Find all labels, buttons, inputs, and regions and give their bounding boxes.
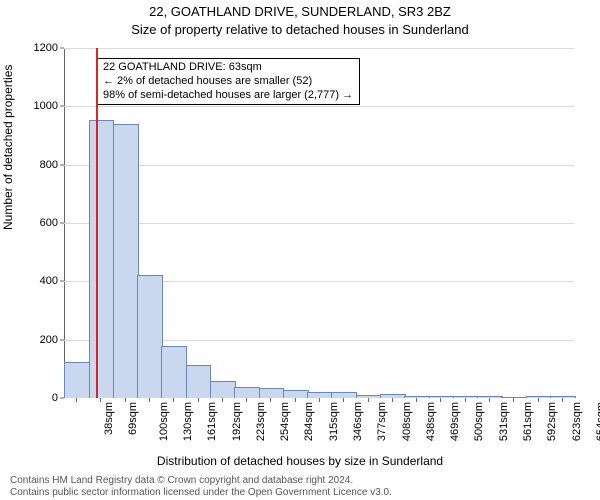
xtick-label: 69sqm xyxy=(127,402,139,435)
xtick-mark xyxy=(100,398,101,402)
ytick-label: 600 xyxy=(40,217,58,229)
xtick-label: 408sqm xyxy=(401,402,413,441)
ytick-label: 1200 xyxy=(34,42,58,54)
annotation-line-3: 98% of semi-detached houses are larger (… xyxy=(103,89,353,103)
xtick-label: 469sqm xyxy=(449,402,461,441)
ytick-label: 200 xyxy=(40,334,58,346)
histogram-bar xyxy=(186,365,212,398)
histogram-bar xyxy=(283,390,309,398)
histogram-bar xyxy=(137,275,163,399)
ytick-mark xyxy=(60,164,64,165)
ytick-mark xyxy=(60,223,64,224)
histogram-bar xyxy=(380,394,406,398)
annotation-line-1: 22 GOATHLAND DRIVE: 63sqm xyxy=(103,61,353,75)
annotation-line-2: ← 2% of detached houses are smaller (52) xyxy=(103,75,353,89)
xtick-mark xyxy=(149,398,150,402)
xtick-label: 192sqm xyxy=(231,402,243,441)
plot-area: 22 GOATHLAND DRIVE: 63sqm ← 2% of detach… xyxy=(64,48,574,398)
xtick-label: 254sqm xyxy=(279,402,291,441)
xtick-mark xyxy=(246,398,247,402)
xtick-label: 346sqm xyxy=(352,402,364,441)
xtick-mark xyxy=(173,398,174,402)
xtick-mark xyxy=(343,398,344,402)
xtick-label: 161sqm xyxy=(206,402,218,441)
xtick-mark xyxy=(270,398,271,402)
footer-copyright-1: Contains HM Land Registry data © Crown c… xyxy=(10,475,353,486)
y-axis-label: Number of detached properties xyxy=(1,65,15,230)
xtick-label: 377sqm xyxy=(376,402,388,441)
histogram-bar xyxy=(453,396,479,398)
xtick-mark xyxy=(416,398,417,402)
x-axis-label: Distribution of detached houses by size … xyxy=(0,454,600,468)
histogram-bar xyxy=(234,387,260,398)
ytick-label: 1000 xyxy=(34,100,58,112)
xtick-label: 38sqm xyxy=(103,402,115,435)
xtick-mark xyxy=(295,398,296,402)
ytick-mark xyxy=(60,106,64,107)
chart-container: { "titles": { "address": "22, GOATHLAND … xyxy=(0,0,600,500)
ytick-mark xyxy=(60,339,64,340)
histogram-bar xyxy=(161,346,187,398)
xtick-mark xyxy=(198,398,199,402)
ytick-label: 800 xyxy=(40,159,58,171)
xtick-label: 284sqm xyxy=(304,402,316,441)
xtick-mark xyxy=(489,398,490,402)
xtick-label: 592sqm xyxy=(546,402,558,441)
property-marker-line xyxy=(96,48,98,398)
annotation-box: 22 GOATHLAND DRIVE: 63sqm ← 2% of detach… xyxy=(96,58,360,105)
xtick-label: 438sqm xyxy=(425,402,437,441)
xtick-label: 623sqm xyxy=(571,402,583,441)
histogram-bar xyxy=(64,362,90,398)
xtick-mark xyxy=(368,398,369,402)
xtick-mark xyxy=(125,398,126,402)
ytick-mark xyxy=(60,48,64,49)
xtick-label: 500sqm xyxy=(474,402,486,441)
gridline xyxy=(64,48,574,49)
gridline xyxy=(64,223,574,224)
xtick-mark xyxy=(562,398,563,402)
xtick-label: 561sqm xyxy=(522,402,534,441)
xtick-label: 531sqm xyxy=(498,402,510,441)
gridline xyxy=(64,165,574,166)
xtick-mark xyxy=(76,398,77,402)
ytick-label: 400 xyxy=(40,275,58,287)
ytick-label: 0 xyxy=(52,392,58,404)
chart-title-address: 22, GOATHLAND DRIVE, SUNDERLAND, SR3 2BZ xyxy=(0,4,600,19)
histogram-bar xyxy=(113,124,139,398)
xtick-label: 100sqm xyxy=(158,402,170,441)
histogram-bar xyxy=(89,120,115,398)
xtick-label: 223sqm xyxy=(255,402,267,441)
histogram-bar xyxy=(550,396,576,398)
xtick-label: 654sqm xyxy=(595,402,600,441)
xtick-mark xyxy=(538,398,539,402)
chart-title-subtitle: Size of property relative to detached ho… xyxy=(0,22,600,37)
histogram-bar xyxy=(210,381,236,398)
xtick-mark xyxy=(319,398,320,402)
ytick-mark xyxy=(60,281,64,282)
xtick-mark xyxy=(222,398,223,402)
gridline xyxy=(64,106,574,107)
xtick-mark xyxy=(440,398,441,402)
xtick-mark xyxy=(392,398,393,402)
footer-copyright-2: Contains public sector information licen… xyxy=(10,487,392,498)
xtick-mark xyxy=(513,398,514,402)
xtick-label: 130sqm xyxy=(182,402,194,441)
xtick-mark xyxy=(465,398,466,402)
histogram-bar xyxy=(259,388,285,398)
xtick-label: 315sqm xyxy=(328,402,340,441)
